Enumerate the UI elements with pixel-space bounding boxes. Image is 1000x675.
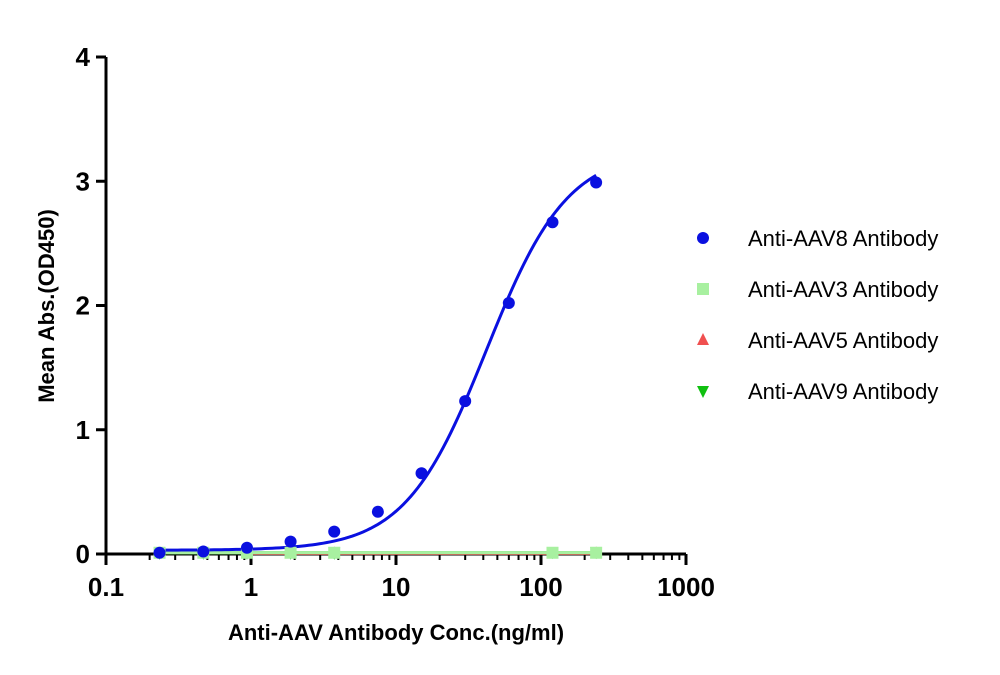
data-point-anti-aav8-antibody (328, 525, 341, 538)
data-point-anti-aav8-antibody (415, 467, 428, 480)
data-point-anti-aav3-antibody (328, 546, 341, 559)
data-point-anti-aav3-antibody (546, 546, 559, 559)
legend-marker (697, 333, 709, 345)
data-point-anti-aav8-antibody (502, 297, 515, 310)
x-tick-label: 100 (519, 572, 562, 602)
x-axis-title: Anti-AAV Antibody Conc.(ng/ml) (228, 620, 564, 645)
legend-marker (697, 232, 709, 244)
data-point-anti-aav8-antibody (197, 545, 210, 558)
legend-label: Anti-AAV9 Antibody (748, 379, 938, 404)
axes: 0 1 2 3 4 0.1 1 10 100 1000 (76, 42, 715, 602)
y-tick-label: 2 (76, 291, 90, 321)
fit-curves (159, 174, 597, 555)
y-ticks: 0 1 2 3 4 (76, 42, 106, 569)
x-tick-label: 10 (382, 572, 411, 602)
fit-curve-anti-aav8-antibody (159, 174, 597, 552)
data-markers (153, 176, 603, 560)
legend-marker (697, 386, 709, 398)
legend-label: Anti-AAV8 Antibody (748, 226, 938, 251)
x-tick-label: 1 (244, 572, 258, 602)
data-point-anti-aav8-antibody (546, 216, 559, 229)
y-tick-label: 0 (76, 539, 90, 569)
legend-label: Anti-AAV3 Antibody (748, 277, 938, 302)
x-ticks: 0.1 1 10 100 1000 (88, 554, 715, 602)
legend: Anti-AAV8 Antibody Anti-AAV3 Antibody Anti… (697, 226, 938, 404)
legend-item-anti-aav8-antibody: Anti-AAV8 Antibody (697, 226, 938, 251)
data-point-anti-aav8-antibody (459, 395, 472, 408)
legend-item-anti-aav5-antibody: Anti-AAV5 Antibody (697, 328, 938, 353)
y-tick-label: 3 (76, 166, 90, 196)
y-axis-title: Mean Abs.(OD450) (34, 209, 59, 403)
legend-marker (697, 283, 709, 295)
x-tick-label: 1000 (657, 572, 715, 602)
x-tick-label: 0.1 (88, 572, 124, 602)
data-point-anti-aav3-antibody (590, 546, 603, 559)
y-tick-label: 1 (76, 415, 90, 445)
legend-label: Anti-AAV5 Antibody (748, 328, 938, 353)
data-point-anti-aav8-antibody (371, 505, 384, 518)
y-tick-label: 4 (76, 42, 91, 72)
legend-item-anti-aav9-antibody: Anti-AAV9 Antibody (697, 379, 938, 404)
legend-item-anti-aav3-antibody: Anti-AAV3 Antibody (697, 277, 938, 302)
data-point-anti-aav8-antibody (153, 546, 166, 559)
data-point-anti-aav8-antibody (284, 535, 297, 548)
data-point-anti-aav8-antibody (590, 176, 603, 189)
data-point-anti-aav8-antibody (240, 541, 253, 554)
data-point-anti-aav3-antibody (284, 546, 297, 559)
